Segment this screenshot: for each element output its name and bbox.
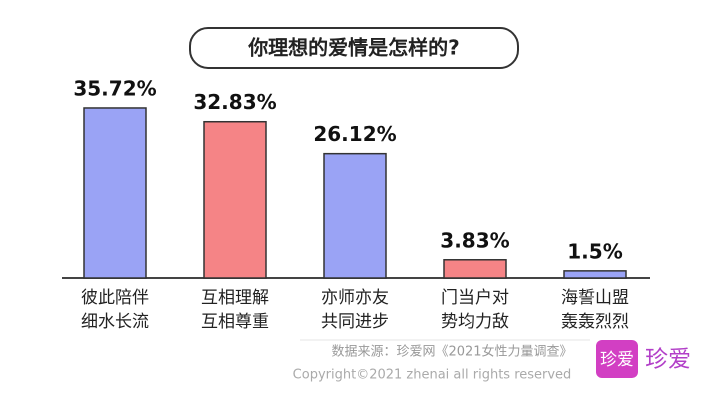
bar — [323, 152, 387, 279]
x-tick-label: 势均力敌 — [441, 312, 509, 332]
brand: 珍爱 — [645, 347, 691, 373]
logo: 珍爱 — [600, 350, 634, 370]
copyright: Copyright©2021 zhenai all rights reserve… — [293, 368, 572, 383]
value-label: 26.12% — [313, 122, 396, 146]
bar — [443, 259, 507, 279]
bar — [563, 270, 627, 279]
value-label: 32.83% — [193, 90, 276, 114]
x-tick-label: 亦师亦友 — [321, 288, 389, 308]
bar — [203, 120, 267, 279]
x-tick-label: 互相理解 — [201, 288, 269, 308]
x-tick-label: 门当户对 — [441, 288, 509, 308]
x-tick-label: 共同进步 — [321, 312, 389, 332]
x-tick-label: 彼此陪伴 — [81, 288, 149, 308]
x-tick-label: 细水长流 — [81, 312, 149, 332]
chart-title: 你理想的爱情是怎样的? — [247, 36, 460, 60]
x-tick-label: 轰轰烈烈 — [561, 312, 629, 332]
source: 数据来源：珍爱网《2021女性力量调查》 — [331, 344, 572, 360]
value-label: 35.72% — [73, 76, 156, 100]
title-box — [189, 27, 519, 69]
x-tick-label: 海誓山盟 — [561, 288, 629, 308]
value-label: 1.5% — [567, 239, 622, 263]
logo-box — [596, 340, 638, 378]
x-tick-label: 互相尊重 — [201, 312, 269, 332]
value-label: 3.83% — [440, 228, 509, 252]
bar — [83, 107, 147, 279]
